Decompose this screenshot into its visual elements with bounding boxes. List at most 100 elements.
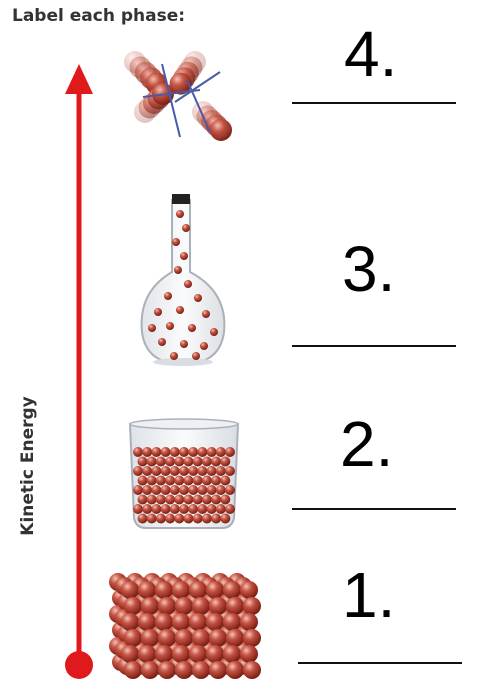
phase-2-answer-line[interactable] bbox=[292, 508, 456, 510]
particle bbox=[243, 597, 261, 615]
particle bbox=[174, 475, 185, 486]
particle bbox=[155, 475, 166, 486]
particle bbox=[215, 504, 226, 514]
particle bbox=[169, 504, 180, 514]
particle bbox=[210, 119, 232, 141]
particle bbox=[211, 494, 222, 505]
particle bbox=[174, 456, 185, 467]
particle bbox=[141, 661, 159, 679]
particle bbox=[206, 613, 224, 631]
particle bbox=[141, 629, 159, 647]
particle bbox=[148, 324, 156, 332]
particle bbox=[201, 456, 212, 467]
particle bbox=[226, 597, 244, 615]
flask-illustration bbox=[140, 194, 226, 366]
particle bbox=[220, 475, 231, 486]
particle bbox=[240, 581, 258, 599]
particle bbox=[121, 613, 139, 631]
particle bbox=[169, 447, 180, 457]
particle bbox=[142, 447, 153, 457]
particle bbox=[189, 581, 207, 599]
particle bbox=[226, 629, 244, 647]
particle bbox=[172, 645, 190, 663]
particle bbox=[225, 485, 235, 495]
particle bbox=[206, 645, 224, 663]
phase-1-answer-line[interactable] bbox=[298, 662, 462, 664]
particle bbox=[155, 613, 173, 631]
particle bbox=[124, 661, 142, 679]
particle bbox=[146, 513, 157, 524]
particle bbox=[192, 661, 210, 679]
particle bbox=[121, 581, 139, 599]
particle bbox=[180, 340, 188, 348]
particle bbox=[215, 447, 226, 457]
axis-label-text: Kinetic Energy bbox=[18, 396, 38, 536]
particle bbox=[189, 645, 207, 663]
particle bbox=[174, 266, 182, 274]
particle bbox=[172, 238, 180, 246]
particle bbox=[176, 210, 184, 218]
particle bbox=[200, 342, 208, 350]
particle bbox=[179, 447, 189, 457]
particle bbox=[240, 613, 258, 631]
particle bbox=[211, 513, 222, 524]
particle bbox=[194, 294, 202, 302]
gas-particles-illustration bbox=[124, 51, 232, 141]
particle bbox=[210, 328, 218, 336]
particle bbox=[142, 485, 153, 495]
particle bbox=[133, 466, 143, 476]
particle bbox=[192, 456, 203, 467]
particle bbox=[220, 494, 231, 505]
particle bbox=[223, 645, 241, 663]
particle bbox=[184, 280, 192, 288]
phase-2-number: 2. bbox=[340, 408, 394, 480]
particle bbox=[138, 645, 156, 663]
particle bbox=[160, 485, 171, 495]
phase-4-answer-line[interactable] bbox=[292, 102, 456, 104]
particle bbox=[209, 597, 227, 615]
particle bbox=[158, 629, 176, 647]
particle bbox=[220, 513, 231, 524]
particle bbox=[155, 645, 173, 663]
particle bbox=[151, 466, 162, 476]
particle bbox=[179, 485, 189, 495]
particle bbox=[155, 494, 166, 505]
particle bbox=[206, 485, 217, 495]
particle bbox=[169, 466, 180, 476]
particle bbox=[225, 504, 235, 514]
particle bbox=[154, 308, 162, 316]
particle bbox=[183, 456, 194, 467]
particle bbox=[165, 494, 176, 505]
particle bbox=[124, 597, 142, 615]
particle bbox=[137, 513, 148, 524]
particle bbox=[188, 447, 199, 457]
particle bbox=[182, 224, 190, 232]
particle bbox=[192, 513, 203, 524]
particle bbox=[166, 322, 174, 330]
particle bbox=[155, 456, 166, 467]
particle bbox=[165, 513, 176, 524]
particle bbox=[174, 513, 185, 524]
particle bbox=[226, 661, 244, 679]
particle bbox=[170, 352, 178, 360]
particle bbox=[209, 661, 227, 679]
particle bbox=[141, 597, 159, 615]
particle bbox=[183, 513, 194, 524]
particle bbox=[215, 485, 226, 495]
particle bbox=[183, 475, 194, 486]
particle bbox=[202, 310, 210, 318]
particle bbox=[192, 475, 203, 486]
particle bbox=[243, 629, 261, 647]
worksheet-title: Label each phase: bbox=[12, 6, 186, 26]
particle bbox=[137, 475, 148, 486]
particle bbox=[179, 466, 189, 476]
particle bbox=[206, 504, 217, 514]
particle bbox=[137, 456, 148, 467]
particle bbox=[201, 513, 212, 524]
particle bbox=[158, 338, 166, 346]
phase-3-answer-line[interactable] bbox=[292, 345, 456, 347]
particle bbox=[209, 629, 227, 647]
particle bbox=[192, 597, 210, 615]
solid-block-illustration bbox=[109, 573, 261, 679]
particle bbox=[172, 581, 190, 599]
